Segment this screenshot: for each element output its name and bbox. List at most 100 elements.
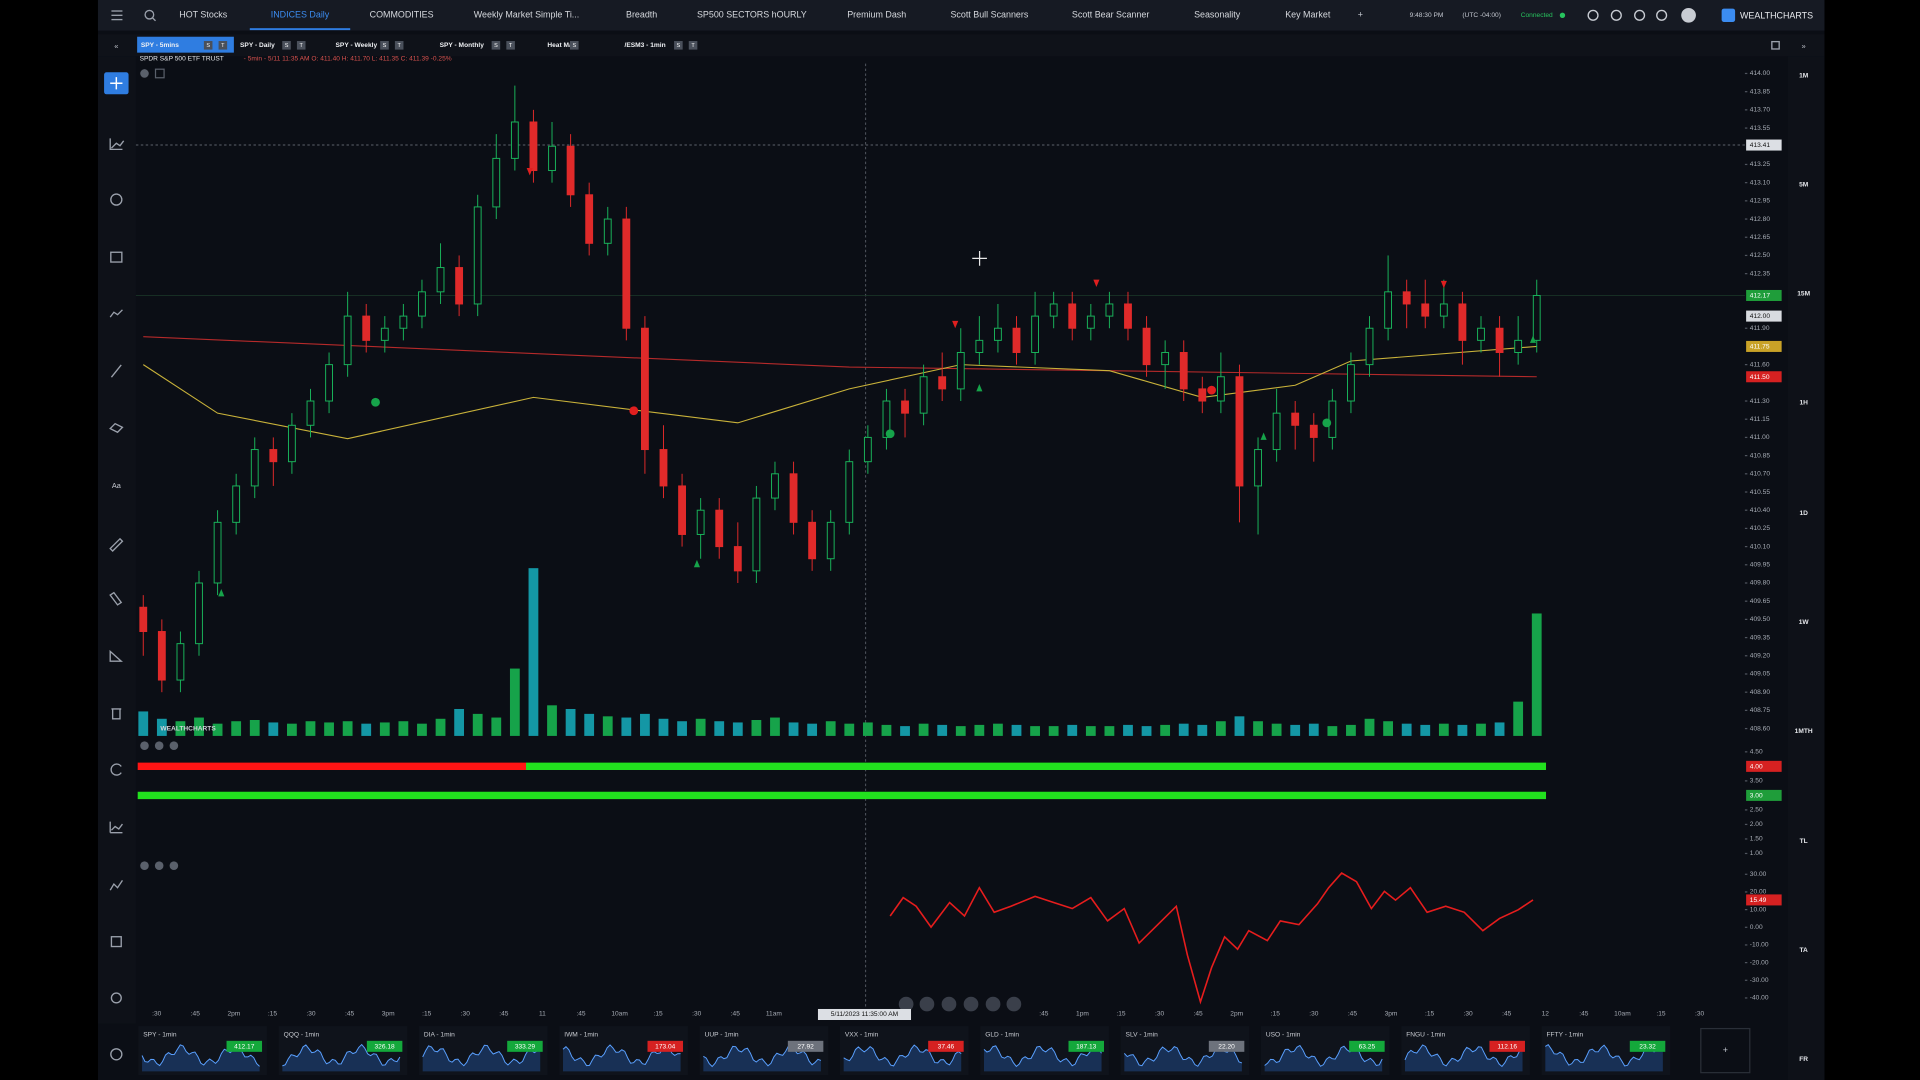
add-tab[interactable]: +: [1358, 10, 1363, 20]
nav-tab[interactable]: Weekly Market Simple Ti...: [474, 10, 579, 20]
watch-add-box[interactable]: [1700, 1027, 1751, 1074]
nav-tab[interactable]: INDICES Daily: [271, 10, 330, 20]
tab-button[interactable]: [674, 41, 683, 50]
volume-bar: [1401, 723, 1412, 736]
tab-button[interactable]: [203, 41, 213, 50]
pane-button[interactable]: [140, 69, 149, 78]
x-tick-label: :30: [1695, 1011, 1705, 1018]
chart-tab[interactable]: SPY - Monthly: [440, 42, 485, 49]
collapse-left[interactable]: «: [114, 41, 118, 50]
timeframe[interactable]: 1M: [1799, 73, 1809, 80]
tool-icon[interactable]: [109, 591, 123, 606]
chart-tab[interactable]: /ESM3 - 1min: [624, 42, 665, 49]
tab-button[interactable]: [394, 41, 404, 50]
timeframe[interactable]: 1D: [1799, 510, 1808, 517]
timeframe[interactable]: 1MTH: [1795, 728, 1813, 735]
tab-button[interactable]: [282, 41, 291, 50]
header-icon[interactable]: [1634, 9, 1646, 21]
tool-icon[interactable]: [111, 708, 122, 720]
candle-body: [1365, 327, 1374, 366]
pane-button[interactable]: [154, 68, 165, 79]
nav-tab[interactable]: Premium Dash: [847, 10, 906, 20]
chart-tab[interactable]: Heat Map: [547, 42, 576, 49]
nav-tab[interactable]: Seasonality: [1194, 10, 1241, 20]
y-tick-label: 412.35: [1750, 270, 1771, 277]
tab-button[interactable]: [491, 41, 501, 50]
nav-tab[interactable]: HOT Stocks: [179, 10, 227, 20]
tab-button[interactable]: [506, 41, 515, 50]
pane-button[interactable]: [169, 861, 179, 870]
menu-icon[interactable]: [111, 10, 123, 21]
tool-icon[interactable]: [109, 422, 124, 434]
nav-tab[interactable]: Key Market: [1285, 10, 1331, 20]
y-tick-label: 409.05: [1750, 671, 1771, 678]
timeframe[interactable]: 5M: [1799, 182, 1809, 189]
scroll-button[interactable]: [1006, 996, 1022, 1012]
pane-button[interactable]: [154, 741, 164, 750]
scroll-button[interactable]: [985, 996, 1001, 1012]
collapse-right[interactable]: »: [1802, 41, 1806, 50]
tool-icon[interactable]: [109, 138, 125, 151]
expand-icon[interactable]: [1771, 40, 1780, 50]
tool-icon[interactable]: [110, 251, 123, 263]
chart-tab[interactable]: SPY - Daily: [240, 42, 275, 49]
timeframe[interactable]: 15M: [1797, 291, 1810, 298]
nav-tab[interactable]: Scott Bull Scanners: [950, 10, 1028, 20]
watch-add[interactable]: +: [1723, 1045, 1728, 1055]
tool-icon[interactable]: [110, 364, 122, 378]
tab-button[interactable]: [218, 41, 228, 50]
candle-body: [1291, 412, 1300, 426]
timeframe[interactable]: 1H: [1799, 400, 1808, 407]
pane-button[interactable]: [169, 741, 179, 750]
tool-icon[interactable]: [109, 309, 123, 318]
avatar[interactable]: [1681, 7, 1696, 23]
x-tick-label: :30: [306, 1011, 316, 1018]
scroll-button[interactable]: [963, 996, 979, 1012]
header-icon[interactable]: [1610, 9, 1622, 21]
sparkline-area: [1264, 1045, 1383, 1072]
candle-body: [343, 315, 352, 366]
timeframe[interactable]: FR: [1799, 1056, 1808, 1063]
scroll-button[interactable]: [919, 996, 935, 1012]
tool-icon[interactable]: [109, 649, 123, 662]
scroll-button[interactable]: [898, 996, 914, 1012]
chart-tab[interactable]: SPY - Weekly: [336, 42, 378, 49]
tab-button[interactable]: [688, 41, 698, 50]
nav-tab[interactable]: COMMODITIES: [370, 10, 434, 20]
nav-tab[interactable]: Scott Bear Scanner: [1072, 10, 1149, 20]
y-tick-label: 411.15: [1750, 416, 1770, 423]
crosshair-time: 5/11/2023 11:35:00 AM: [831, 1011, 898, 1018]
signal-dot: [1322, 418, 1332, 428]
text-tool[interactable]: Aa: [112, 481, 122, 490]
x-tick-label: :30: [692, 1011, 702, 1018]
timeframe[interactable]: TA: [1800, 947, 1809, 954]
tool-icon[interactable]: [109, 821, 123, 834]
search-icon[interactable]: [144, 9, 156, 22]
tool-icon[interactable]: [110, 763, 122, 776]
tab-button[interactable]: [380, 41, 389, 50]
globe-icon[interactable]: [110, 1048, 123, 1061]
scroll-button[interactable]: [941, 996, 957, 1012]
candle-body: [919, 376, 928, 414]
sparkline: [1404, 1044, 1523, 1068]
chart-tab[interactable]: SPY - 5mins: [141, 42, 179, 49]
tool-icon[interactable]: [109, 880, 124, 891]
signal-dot: [371, 397, 380, 407]
tool-icon[interactable]: [109, 537, 124, 552]
nav-tab[interactable]: Breadth: [626, 10, 657, 20]
tab-button[interactable]: [296, 41, 306, 50]
timeframe[interactable]: 1W: [1799, 619, 1810, 626]
pane-button[interactable]: [154, 861, 164, 870]
tool-icon[interactable]: [110, 193, 123, 206]
header-icon[interactable]: [1656, 9, 1668, 21]
tool-icon[interactable]: [110, 992, 122, 1004]
pane-button[interactable]: [140, 741, 149, 750]
watch-label: DIA - 1min: [424, 1031, 455, 1038]
header-icon[interactable]: [1587, 9, 1599, 21]
timeframe[interactable]: TL: [1800, 838, 1808, 845]
watch-price-badge: [366, 1040, 403, 1052]
nav-tab[interactable]: SP500 SECTORS hOURLY: [697, 10, 807, 20]
tool-icon[interactable]: [110, 936, 122, 948]
pane-button[interactable]: [140, 861, 149, 870]
tab-button[interactable]: [570, 41, 579, 50]
